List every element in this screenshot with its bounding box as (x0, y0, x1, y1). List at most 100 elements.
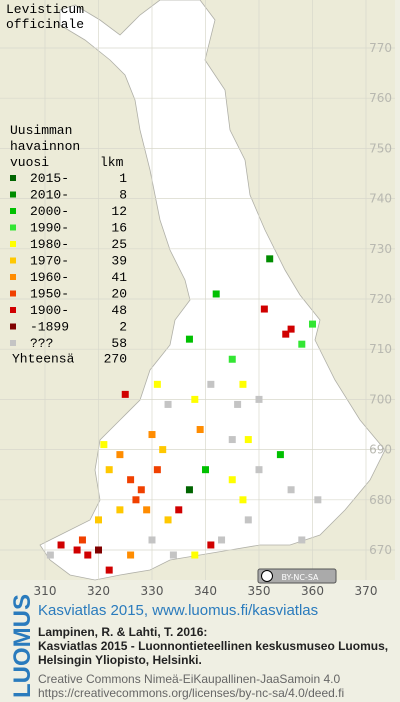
observation (95, 516, 102, 524)
observation (105, 466, 113, 474)
legend-swatch (10, 340, 16, 346)
y-tick-label: 740 (369, 192, 392, 206)
observation (57, 541, 65, 549)
observation (185, 486, 193, 494)
legend-label: ??? (30, 336, 53, 351)
x-tick-label: 350 (248, 584, 271, 598)
observation (116, 451, 124, 459)
observation (228, 355, 236, 363)
legend-label: 2000- (30, 204, 69, 219)
y-tick-label: 770 (369, 41, 392, 55)
legend-swatch (10, 208, 16, 214)
x-tick-label: 330 (141, 584, 164, 598)
y-tick-label: 730 (369, 242, 392, 256)
observation (196, 426, 204, 434)
legend-label: 1990- (30, 221, 69, 236)
observation (207, 541, 215, 549)
observation (298, 340, 306, 348)
y-tick-label: 680 (369, 493, 392, 507)
y-tick-label: 750 (369, 141, 392, 155)
observation (95, 546, 102, 554)
legend-count: 25 (111, 237, 127, 252)
headline: Kasviatlas 2015, www.luomus.fi/kasviatla… (38, 602, 318, 619)
observation (282, 330, 290, 338)
observation (239, 496, 247, 504)
species-title: officinale (6, 17, 84, 32)
legend-heading: Uusimman (10, 123, 72, 138)
observation (239, 380, 247, 388)
observation (78, 536, 86, 544)
observation (100, 441, 108, 449)
finland-land (39, 0, 386, 581)
observation (191, 395, 199, 403)
legend-swatch (10, 191, 16, 198)
legend-label: 1900- (30, 303, 69, 318)
legend-label: 1980- (30, 237, 69, 252)
y-tick-label: 720 (369, 292, 392, 306)
observation (255, 395, 263, 403)
legend-swatch (10, 257, 16, 264)
legend-heading: vuosi (10, 155, 49, 170)
observation (73, 546, 81, 554)
observation (266, 255, 274, 263)
legend-count: 20 (111, 287, 127, 302)
legend-count: 58 (111, 336, 127, 351)
species-title: Levisticum (6, 2, 84, 17)
observation (148, 536, 156, 544)
grid: 770 760 750 740 730 720 710 700 690 680 670 310 320 3… (0, 0, 395, 598)
observation (164, 400, 172, 408)
observation (153, 380, 161, 388)
observation (309, 320, 316, 328)
observation (164, 516, 172, 524)
observation (255, 466, 263, 474)
observation (212, 290, 220, 298)
observation (228, 436, 236, 444)
observation (105, 566, 113, 574)
y-tick-label: 670 (369, 543, 392, 557)
observation (314, 496, 322, 504)
observation (175, 506, 183, 514)
legend-count: 41 (111, 270, 127, 285)
observation (228, 476, 236, 484)
legend-label: -1899 (30, 320, 69, 335)
legend-label: 1970- (30, 254, 69, 269)
observation (148, 431, 156, 439)
citation: Helsingin Yliopisto, Helsinki. (38, 653, 202, 667)
legend-count: 2 (119, 320, 127, 335)
legend-count: 48 (111, 303, 127, 318)
observations (46, 255, 322, 574)
observation (287, 486, 295, 494)
legend-count: 8 (119, 188, 127, 203)
observation (127, 476, 135, 484)
observation (185, 335, 193, 343)
logo: LUOMUS (9, 594, 36, 698)
license-text: Creative Commons Nimeä-EiKaupallinen-Jaa… (38, 672, 340, 686)
observation (234, 400, 242, 408)
legend-label: 1950- (30, 287, 69, 302)
observation (218, 536, 226, 544)
observation (202, 466, 209, 474)
observation (191, 551, 199, 559)
legend-swatch (10, 307, 16, 313)
badge-box (257, 568, 337, 584)
badge-label: BY-NC-SA (281, 573, 319, 582)
total-label: Yhteensä (12, 352, 75, 367)
observation (143, 506, 151, 514)
license-url: https://creativecommons.org/licenses/by-… (38, 686, 344, 700)
cc-icon (261, 570, 273, 582)
y-tick-label: 760 (369, 91, 392, 105)
legend-label: 2010- (30, 188, 69, 203)
observation (116, 506, 124, 514)
legend-count: 1 (119, 171, 127, 186)
y-tick-label: 710 (369, 342, 392, 356)
legend-label: 2015- (30, 171, 69, 186)
legend-swatch (10, 175, 16, 181)
observation (298, 536, 306, 544)
total-count: 270 (104, 352, 127, 367)
legend-heading: havainnon (10, 139, 80, 154)
observation (132, 496, 140, 504)
observation (169, 551, 177, 559)
legend-count: 12 (111, 204, 127, 219)
